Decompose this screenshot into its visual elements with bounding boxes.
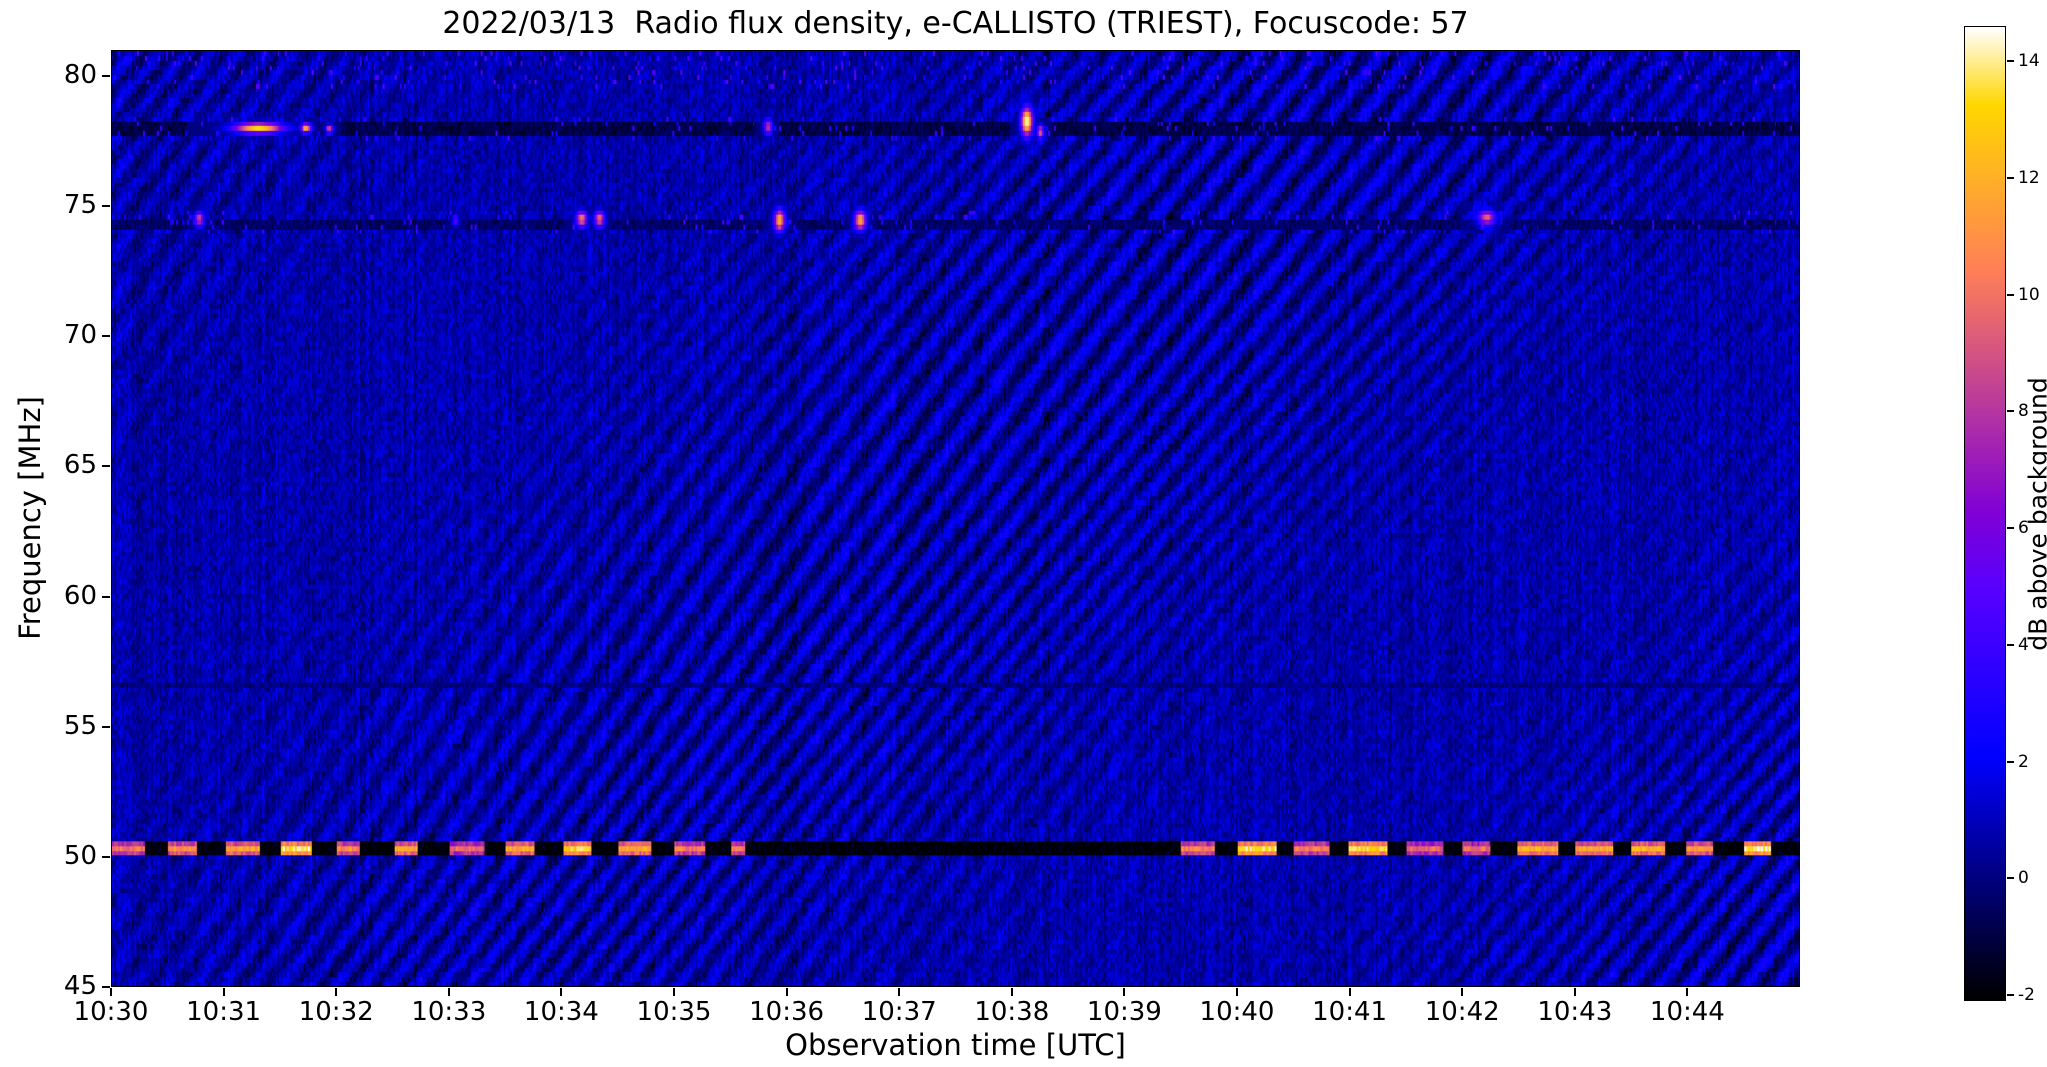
colorbar bbox=[1964, 26, 2006, 1001]
x-tick-label: 10:37 bbox=[861, 997, 937, 1027]
x-tick-mark bbox=[898, 988, 901, 996]
x-tick-label: 10:44 bbox=[1649, 997, 1725, 1027]
colorbar-tick-label: 2 bbox=[2018, 751, 2029, 772]
x-tick-label: 10:35 bbox=[636, 997, 712, 1027]
x-tick-mark bbox=[1573, 988, 1576, 996]
y-tick-label: 75 bbox=[63, 190, 97, 221]
y-tick-mark bbox=[102, 725, 110, 728]
x-tick-label: 10:33 bbox=[411, 997, 487, 1027]
x-tick-label: 10:34 bbox=[523, 997, 599, 1027]
x-tick-label: 10:41 bbox=[1312, 997, 1388, 1027]
x-tick-mark bbox=[447, 988, 450, 996]
y-tick-label: 65 bbox=[63, 450, 97, 481]
colorbar-tick-mark bbox=[2007, 60, 2014, 63]
x-tick-mark bbox=[335, 988, 338, 996]
x-tick-mark bbox=[1123, 988, 1126, 996]
colorbar-tick-mark bbox=[2007, 293, 2014, 296]
colorbar-tick-label: -2 bbox=[2018, 985, 2035, 1006]
y-tick-label: 50 bbox=[63, 840, 97, 871]
x-tick-mark bbox=[1461, 988, 1464, 996]
x-tick-mark bbox=[1236, 988, 1238, 996]
x-tick-mark bbox=[785, 988, 788, 996]
colorbar-tick-mark bbox=[2007, 994, 2014, 997]
colorbar-label: dB above background bbox=[2023, 377, 2047, 651]
x-tick-label: 10:40 bbox=[1199, 997, 1275, 1027]
x-tick-label: 10:43 bbox=[1537, 997, 1613, 1027]
y-tick-label: 80 bbox=[63, 60, 97, 91]
x-tick-mark bbox=[110, 988, 112, 996]
y-tick-mark bbox=[102, 595, 110, 598]
colorbar-tick-mark bbox=[2007, 527, 2014, 530]
colorbar-tick-label: 12 bbox=[2018, 167, 2040, 188]
y-tick-mark bbox=[102, 335, 110, 338]
y-tick-label: 45 bbox=[63, 971, 97, 1001]
x-tick-label: 10:42 bbox=[1424, 997, 1500, 1027]
x-tick-mark bbox=[1348, 988, 1351, 996]
colorbar-canvas bbox=[1965, 27, 2005, 1000]
x-tick-mark bbox=[1686, 988, 1689, 996]
x-axis-label: Observation time [UTC] bbox=[785, 1028, 1126, 1062]
spectrogram-canvas bbox=[112, 51, 1799, 986]
y-tick-mark bbox=[102, 986, 110, 988]
x-tick-label: 10:30 bbox=[73, 997, 149, 1027]
colorbar-tick-label: 6 bbox=[2018, 518, 2029, 539]
plot-area bbox=[111, 50, 1800, 987]
colorbar-tick-mark bbox=[2007, 176, 2014, 179]
y-tick-mark bbox=[102, 205, 110, 208]
y-tick-label: 70 bbox=[63, 320, 97, 351]
chart-title: 2022/03/13 Radio flux density, e-CALLIST… bbox=[442, 6, 1469, 41]
colorbar-tick-label: 8 bbox=[2018, 401, 2029, 422]
colorbar-tick-label: 10 bbox=[2018, 284, 2040, 305]
x-tick-label: 10:39 bbox=[1086, 997, 1162, 1027]
x-tick-mark bbox=[560, 988, 563, 996]
colorbar-tick-label: 0 bbox=[2018, 868, 2029, 889]
colorbar-tick-mark bbox=[2007, 760, 2014, 763]
y-tick-label: 60 bbox=[63, 580, 97, 611]
y-tick-mark bbox=[102, 465, 110, 468]
colorbar-tick-label: 4 bbox=[2018, 634, 2029, 655]
x-tick-label: 10:31 bbox=[186, 997, 262, 1027]
x-tick-label: 10:32 bbox=[298, 997, 374, 1027]
x-tick-mark bbox=[673, 988, 675, 996]
colorbar-tick-mark bbox=[2007, 410, 2014, 413]
colorbar-tick-mark bbox=[2007, 643, 2014, 646]
x-tick-mark bbox=[1010, 988, 1013, 996]
x-tick-label: 10:36 bbox=[749, 997, 825, 1027]
x-tick-mark bbox=[222, 988, 225, 996]
y-tick-label: 55 bbox=[63, 710, 97, 741]
colorbar-tick-label: 14 bbox=[2018, 51, 2040, 72]
colorbar-tick-mark bbox=[2007, 877, 2014, 880]
y-tick-mark bbox=[102, 75, 110, 78]
x-tick-label: 10:38 bbox=[974, 997, 1050, 1027]
y-tick-mark bbox=[102, 855, 110, 858]
